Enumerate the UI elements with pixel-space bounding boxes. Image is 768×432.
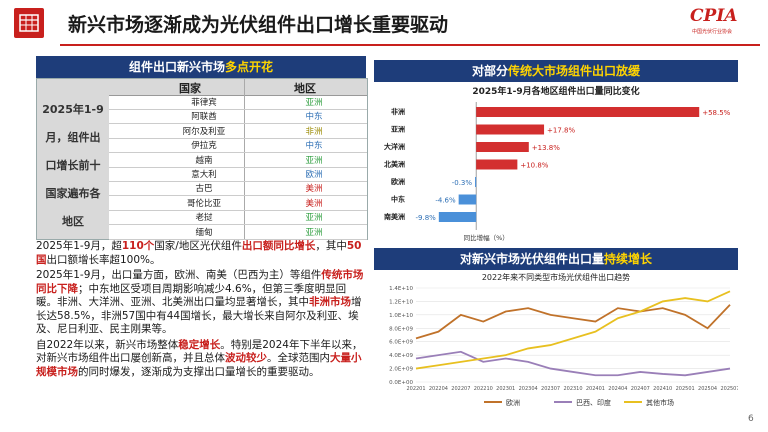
table-row: 越南 亚洲 [109, 153, 367, 168]
table-cell-region: 中东 [305, 112, 323, 123]
y-tick-label: 6.0E+09 [389, 340, 413, 346]
table-cell-country: 意大利 [191, 170, 217, 180]
bar-category-label: 非洲 [391, 107, 405, 116]
brand-logo: CPIA 中国光伏行业协会 [690, 6, 738, 35]
bar [476, 159, 518, 170]
bar [438, 212, 477, 222]
y-tick-label: 1.2E+10 [389, 299, 413, 305]
series-line [415, 304, 731, 340]
table-cell-country: 越南 [195, 155, 213, 166]
y-tick-label: 0.0E+00 [389, 380, 413, 386]
table-cell-country: 哥伦比亚 [186, 198, 221, 209]
table-cell-country: 伊拉克 [191, 141, 217, 152]
x-tick-label: 202210 [474, 386, 493, 392]
x-tick-label: 202504 [698, 386, 717, 392]
legend-label: 其他市场 [646, 398, 674, 407]
table-cell-country: 缅甸 [195, 227, 213, 238]
bar [475, 177, 477, 187]
bar-category-label: 欧洲 [391, 177, 405, 186]
bar-category-label: 大洋洲 [384, 142, 405, 151]
table-row: 古巴 美洲 [109, 181, 367, 197]
table-cell-country: 菲律宾 [191, 98, 217, 108]
y-tick-label: 1.0E+10 [389, 313, 413, 319]
bar-category-label: 北美洲 [384, 160, 405, 169]
y-tick-label: 1.4E+10 [389, 286, 413, 292]
table-cell-region: 亚洲 [305, 98, 323, 108]
table-side-label: 2025年1-9 月，组件出 口增长前十 国家遍布各 地区 [37, 79, 109, 239]
x-tick-label: 202507 [720, 386, 738, 392]
page-title: 新兴市场逐渐成为光伏组件出口增长重要驱动 [68, 14, 449, 36]
table-cell-region: 中东 [305, 141, 323, 152]
title-underline [60, 44, 760, 46]
header: 新兴市场逐渐成为光伏组件出口增长重要驱动 CPIA 中国光伏行业协会 [0, 0, 768, 46]
line-chart: 2022年来不同类型市场光伏组件出口趋势 0.0E+00 2.0E+09 4.0E+0… [374, 270, 740, 410]
table-row: 缅甸 亚洲 [109, 225, 367, 240]
table-header: 国家 地区 [109, 79, 367, 96]
x-tick-label: 202201 [406, 386, 425, 392]
table-cell-region: 非洲 [305, 126, 323, 137]
x-tick-label: 202307 [541, 386, 560, 392]
bar-chart-banner: 对部分传统大市场组件出口放缓 [374, 60, 738, 82]
bar-chart: 2025年1-9月各地区组件出口量同比变化非洲 +58.5% 亚洲 +17.8% 大洋洲… [374, 82, 738, 244]
series-line [415, 290, 731, 370]
summary-text: 2025年1-9月，超110个国家/地区光伏组件出口额同比增长，其中50国出口额… [36, 240, 364, 378]
line-chart-banner: 对新兴市场光伏组件出口量持续增长 [374, 248, 738, 270]
bar-data-label: +13.8% [532, 144, 560, 152]
y-tick-label: 4.0E+09 [389, 353, 413, 359]
x-tick-label: 202207 [451, 386, 470, 392]
table-row: 阿联酋 中东 [109, 109, 367, 125]
bar-x-axis-label: 同比增幅（%） [464, 233, 509, 242]
bar-data-label: -9.8% [416, 214, 437, 222]
x-tick-label: 202204 [429, 386, 448, 392]
bar-data-label: +58.5% [702, 109, 730, 117]
table-divider [244, 79, 245, 239]
table-row: 菲律宾 亚洲 [109, 95, 367, 110]
table-cell-region: 美洲 [305, 184, 323, 195]
bar [476, 107, 700, 117]
table-cell-country: 阿联酋 [191, 112, 217, 123]
series-line [415, 350, 731, 377]
y-tick-label: 8.0E+09 [389, 326, 413, 332]
x-tick-label: 202501 [676, 386, 695, 392]
table-cell-region: 亚洲 [305, 155, 323, 166]
x-tick-label: 202404 [608, 386, 627, 392]
table-row: 意大利 欧洲 [109, 167, 367, 182]
y-tick-label: 2.0E+09 [389, 367, 413, 373]
x-tick-label: 202410 [653, 386, 672, 392]
x-tick-label: 202304 [519, 386, 538, 392]
table-banner: 组件出口新兴市场多点开花 [36, 56, 366, 78]
table-cell-country: 老挝 [195, 213, 213, 224]
x-tick-label: 202401 [586, 386, 605, 392]
bar-data-label: +10.8% [520, 162, 548, 170]
legend-label: 巴西、印度 [576, 398, 611, 407]
x-tick-label: 202407 [631, 386, 650, 392]
table-row: 老挝 亚洲 [109, 210, 367, 226]
x-tick-label: 202310 [563, 386, 582, 392]
table-cell-region: 欧洲 [305, 170, 323, 180]
table-cell-region: 亚洲 [305, 213, 323, 224]
logo-icon [14, 8, 44, 38]
line-chart-title: 2022年来不同类型市场光伏组件出口趋势 [482, 272, 630, 282]
table-cell-country: 阿尔及利亚 [182, 126, 226, 137]
bar [458, 194, 477, 205]
legend-label: 欧洲 [506, 398, 520, 407]
bar-chart-title: 2025年1-9月各地区组件出口量同比变化 [472, 85, 639, 97]
table-row: 哥伦比亚 美洲 [109, 196, 367, 211]
table-row: 伊拉克 中东 [109, 138, 367, 154]
bar-data-label: -0.3% [452, 179, 473, 187]
page-number: 6 [748, 414, 754, 424]
bar [476, 124, 545, 135]
table-cell-country: 古巴 [195, 184, 213, 195]
bar-category-label: 中东 [391, 195, 405, 204]
bar-category-label: 亚洲 [391, 126, 405, 134]
table-cell-region: 美洲 [305, 198, 323, 209]
table-row: 阿尔及利亚 非洲 [109, 124, 367, 139]
bar [476, 142, 529, 152]
x-tick-label: 202301 [496, 386, 515, 392]
top10-table: 2025年1-9 月，组件出 口增长前十 国家遍布各 地区 国家 地区 菲律宾亚… [36, 78, 368, 240]
table-cell-region: 亚洲 [305, 227, 323, 238]
bar-category-label: 南美洲 [384, 212, 405, 221]
bar-data-label: +17.8% [547, 127, 575, 135]
bar-data-label: -4.6% [435, 197, 456, 205]
